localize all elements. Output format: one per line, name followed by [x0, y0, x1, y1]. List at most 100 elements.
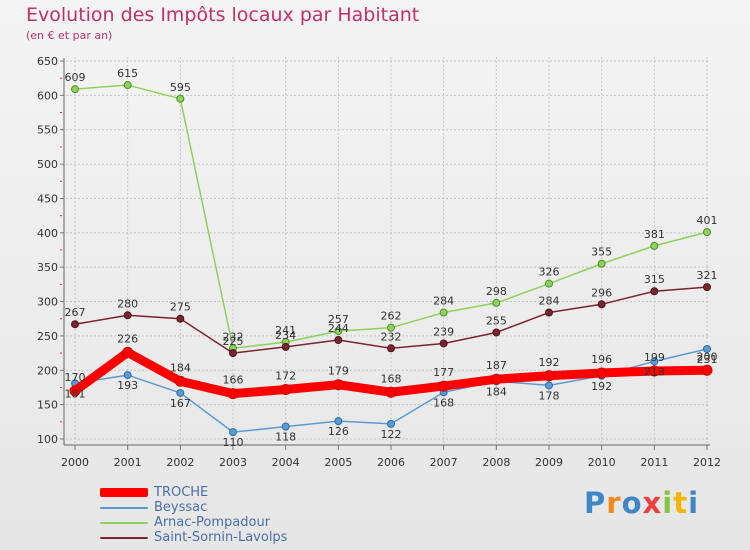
legend-swatch-troche [100, 488, 148, 497]
data-label-arnac-pompadour: 326 [539, 266, 560, 279]
legend-swatch-beyssac [100, 506, 148, 509]
data-label-saint-sornin-lavolps: 232 [381, 330, 402, 343]
data-point-troche [122, 346, 134, 358]
data-label-troche: 192 [539, 356, 560, 369]
data-label-saint-sornin-lavolps: 244 [328, 322, 349, 335]
data-label-beyssac: 122 [381, 428, 402, 441]
data-label-beyssac: 231 [697, 353, 718, 366]
data-point-arnac-pompadour [123, 81, 132, 90]
data-label-beyssac: 168 [433, 396, 454, 409]
data-label-arnac-pompadour: 257 [328, 313, 349, 326]
data-label-arnac-pompadour: 284 [433, 295, 454, 308]
data-point-troche [490, 373, 502, 385]
data-label-arnac-pompadour: 355 [591, 246, 612, 259]
y-tick-label: 100 [37, 433, 58, 446]
data-label-arnac-pompadour: 595 [170, 81, 191, 94]
y-tick-label: 350 [37, 261, 58, 274]
data-point-saint-sornin-lavolps [387, 344, 395, 353]
data-label-saint-sornin-lavolps: 234 [275, 329, 296, 342]
legend-item-beyssac: Beyssac [100, 500, 287, 515]
data-label-arnac-pompadour: 615 [117, 67, 138, 80]
series-layer [69, 81, 713, 437]
legend-swatch-saint-sornin-lavolps [100, 536, 148, 539]
data-point-troche [701, 364, 713, 376]
data-point-arnac-pompadour [703, 228, 711, 237]
x-tick-label: 2012 [693, 456, 721, 469]
axis-layer: 100 150 200 250 300 350 400 450 500 550 600 650 2000… [37, 55, 721, 469]
logo-text: Proxiti [584, 486, 699, 520]
data-label-troche: 179 [328, 365, 349, 378]
legend-label-arnac-pompadour: Arnac-Pompadour [154, 515, 271, 530]
data-label-troche: 172 [275, 370, 296, 383]
data-label-arnac-pompadour: 241 [275, 324, 296, 337]
data-point-saint-sornin-lavolps [123, 311, 132, 320]
data-label-troche: 166 [223, 374, 244, 387]
data-point-beyssac [281, 422, 290, 431]
chart-title: Evolution des Impôts locaux par Habitant [26, 4, 420, 26]
x-tick-label: 2004 [272, 456, 300, 469]
y-tick-label: 650 [37, 55, 58, 68]
data-label-saint-sornin-lavolps: 225 [223, 335, 244, 348]
legend-label-troche: TROCHE [154, 485, 209, 500]
data-label-saint-sornin-lavolps: 239 [433, 325, 454, 338]
data-label-troche: 170 [65, 371, 86, 384]
logo-letter: r [606, 486, 622, 520]
data-point-arnac-pompadour [650, 241, 659, 250]
data-label-arnac-pompadour: 262 [381, 310, 402, 323]
x-tick-label: 2009 [535, 456, 563, 469]
logo-letter: i [688, 486, 700, 520]
data-point-arnac-pompadour [176, 94, 185, 103]
data-point-troche [332, 379, 344, 391]
data-label-troche: 184 [170, 361, 191, 374]
data-label-layer: 609 615 595 232 241 257 262 284 298 326 355 381 401 2… [65, 67, 718, 449]
data-point-beyssac [545, 381, 553, 390]
data-point-saint-sornin-lavolps [545, 308, 553, 317]
data-point-saint-sornin-lavolps [597, 300, 606, 309]
data-point-saint-sornin-lavolps [492, 328, 501, 337]
data-point-troche [385, 386, 397, 398]
data-point-arnac-pompadour [492, 298, 501, 307]
data-label-arnac-pompadour: 232 [223, 330, 244, 343]
x-tick-label: 2001 [114, 456, 142, 469]
data-label-beyssac: 181 [65, 387, 86, 400]
x-tick-label: 2011 [640, 456, 668, 469]
y-tick-label: 450 [37, 192, 58, 205]
data-label-beyssac: 184 [486, 385, 507, 398]
x-tick-label: 2000 [61, 456, 89, 469]
logo-letter: x [642, 486, 663, 520]
y-tick-label: 600 [37, 89, 58, 102]
data-label-saint-sornin-lavolps: 296 [591, 286, 612, 299]
legend-swatch-arnac-pompadour [100, 521, 148, 524]
data-label-saint-sornin-lavolps: 267 [65, 306, 86, 319]
data-label-saint-sornin-lavolps: 280 [117, 297, 138, 310]
data-point-beyssac [176, 388, 185, 397]
data-label-troche: 226 [117, 332, 138, 345]
data-point-arnac-pompadour [334, 327, 343, 336]
y-tick-label: 150 [37, 399, 58, 412]
y-tick-label: 250 [37, 330, 58, 343]
chart-subtitle: (en € et par an) [26, 29, 113, 42]
data-label-saint-sornin-lavolps: 255 [486, 314, 507, 327]
data-point-beyssac [387, 419, 395, 428]
data-point-troche [543, 370, 555, 382]
y-tick-label: 400 [37, 227, 58, 240]
x-tick-label: 2003 [219, 456, 247, 469]
data-point-beyssac [229, 428, 237, 437]
data-point-troche [438, 380, 450, 392]
legend-item-saint-sornin-lavolps: Saint-Sornin-Lavolps [100, 530, 287, 545]
data-label-beyssac: 126 [328, 425, 349, 438]
data-point-saint-sornin-lavolps [703, 283, 711, 292]
data-label-beyssac: 193 [117, 379, 138, 392]
x-tick-label: 2002 [166, 456, 194, 469]
logo-letter: i [662, 486, 674, 520]
data-point-saint-sornin-lavolps [334, 336, 343, 345]
data-point-troche [69, 385, 81, 397]
data-label-beyssac: 118 [275, 431, 296, 444]
data-label-saint-sornin-lavolps: 275 [170, 301, 191, 314]
data-point-troche [174, 375, 186, 387]
data-label-troche: 200 [697, 350, 718, 363]
data-label-beyssac: 167 [170, 397, 191, 410]
data-point-arnac-pompadour [439, 308, 448, 317]
